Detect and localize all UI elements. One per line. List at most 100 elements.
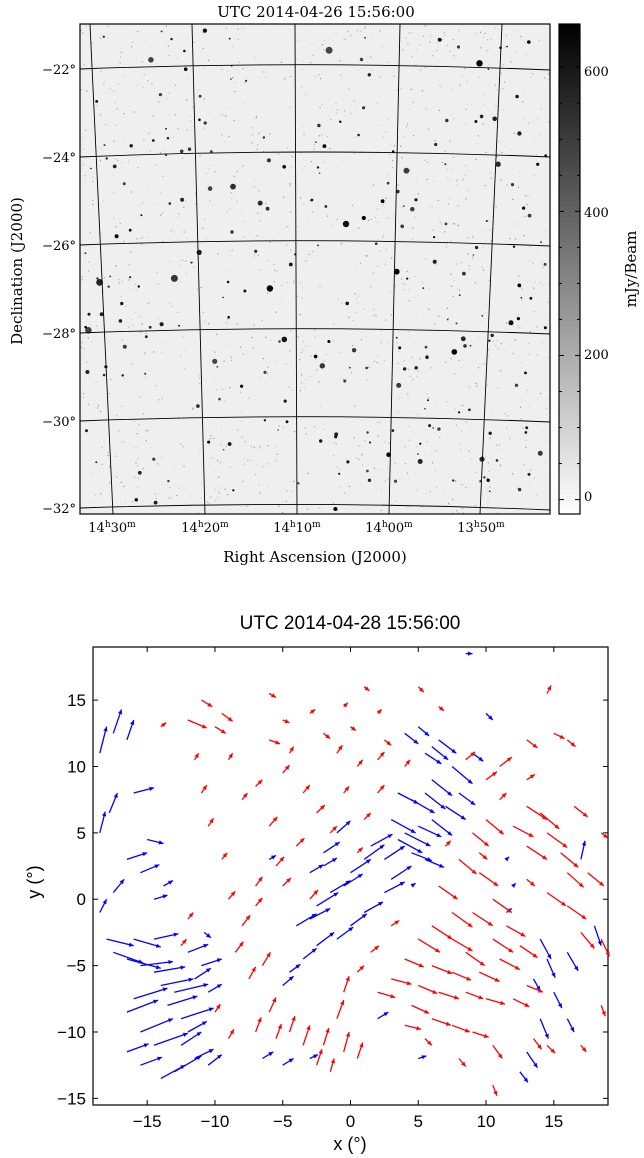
noise-speck bbox=[312, 250, 314, 253]
noise-speck bbox=[229, 466, 231, 468]
noise-speck bbox=[124, 501, 126, 503]
noise-speck bbox=[419, 358, 421, 360]
noise-speck bbox=[100, 493, 102, 495]
noise-speck bbox=[507, 415, 509, 417]
noise-speck bbox=[444, 34, 446, 36]
noise-speck bbox=[251, 400, 253, 402]
radio-source bbox=[400, 224, 405, 229]
x-tick-label: 0 bbox=[346, 1112, 355, 1131]
vector-arrows bbox=[99, 651, 610, 1096]
red-vector-arrow bbox=[282, 719, 290, 724]
noise-speck bbox=[231, 444, 234, 446]
noise-speck bbox=[520, 286, 522, 288]
radio-source bbox=[476, 60, 483, 67]
y-tick-label: 0 bbox=[77, 890, 86, 909]
red-vector-arrow bbox=[465, 951, 486, 967]
red-vector-arrow bbox=[180, 938, 188, 947]
noise-speck bbox=[164, 150, 166, 152]
red-vector-arrow bbox=[187, 719, 208, 729]
radio-source bbox=[475, 245, 479, 250]
noise-speck bbox=[542, 285, 544, 287]
noise-speck bbox=[400, 87, 402, 90]
noise-speck bbox=[548, 121, 550, 124]
noise-speck bbox=[247, 459, 249, 462]
radio-source bbox=[486, 478, 490, 482]
noise-speck bbox=[186, 86, 188, 88]
noise-speck bbox=[358, 495, 360, 497]
noise-speck bbox=[288, 224, 290, 226]
noise-speck bbox=[216, 389, 218, 391]
blue-vector-arrow bbox=[99, 726, 108, 754]
noise-speck bbox=[493, 476, 495, 478]
noise-speck bbox=[340, 243, 342, 246]
noise-speck bbox=[282, 451, 284, 453]
noise-speck bbox=[432, 462, 434, 464]
radio-source bbox=[168, 202, 172, 205]
noise-speck bbox=[116, 108, 118, 110]
noise-speck bbox=[372, 122, 374, 124]
radio-source bbox=[403, 167, 410, 174]
noise-speck bbox=[518, 275, 520, 277]
red-vector-arrow bbox=[234, 941, 244, 953]
noise-speck bbox=[506, 427, 508, 429]
noise-speck bbox=[419, 44, 422, 46]
noise-speck bbox=[265, 409, 267, 411]
noise-speck bbox=[518, 31, 520, 33]
y-tick-label: 10 bbox=[67, 757, 86, 776]
noise-speck bbox=[137, 167, 139, 169]
noise-speck bbox=[520, 418, 522, 420]
radio-source bbox=[456, 45, 461, 49]
noise-speck bbox=[428, 308, 430, 310]
red-vector-arrow bbox=[560, 852, 579, 868]
noise-speck bbox=[214, 171, 216, 173]
noise-speck bbox=[134, 283, 136, 285]
noise-speck bbox=[319, 463, 321, 465]
red-vector-arrow bbox=[479, 971, 500, 983]
noise-speck bbox=[403, 136, 405, 138]
noise-speck bbox=[490, 172, 492, 174]
blue-vector-arrow bbox=[160, 977, 194, 987]
noise-speck bbox=[429, 491, 431, 493]
blue-vector-arrow bbox=[445, 805, 467, 821]
blue-vector-arrow bbox=[418, 1055, 427, 1060]
noise-speck bbox=[221, 134, 223, 136]
noise-speck bbox=[548, 193, 550, 195]
noise-speck bbox=[158, 399, 160, 401]
noise-speck bbox=[183, 231, 185, 233]
red-vector-arrow bbox=[214, 726, 227, 734]
red-vector-arrow bbox=[465, 991, 484, 1000]
noise-speck bbox=[372, 184, 375, 186]
noise-speck bbox=[523, 235, 525, 237]
noise-speck bbox=[148, 236, 150, 238]
radio-source bbox=[196, 249, 202, 255]
red-vector-arrow bbox=[356, 847, 364, 854]
noise-speck bbox=[242, 480, 244, 482]
noise-speck bbox=[350, 104, 352, 106]
noise-speck bbox=[413, 483, 416, 485]
blue-vector-arrow bbox=[112, 878, 125, 894]
noise-speck bbox=[385, 319, 387, 321]
noise-speck bbox=[218, 378, 220, 380]
noise-speck bbox=[525, 195, 527, 197]
noise-speck bbox=[376, 265, 378, 267]
noise-speck bbox=[335, 32, 337, 34]
noise-speck bbox=[485, 304, 487, 306]
noise-speck bbox=[513, 281, 515, 283]
red-vector-arrow bbox=[526, 878, 536, 887]
noise-speck bbox=[216, 496, 219, 498]
noise-speck bbox=[408, 331, 410, 333]
radio-source bbox=[230, 230, 234, 234]
noise-speck bbox=[113, 192, 115, 194]
noise-speck bbox=[253, 394, 256, 397]
noise-speck bbox=[229, 386, 231, 389]
x-tick-label: 5 bbox=[414, 1112, 423, 1131]
noise-speck bbox=[210, 435, 212, 437]
radio-source bbox=[202, 28, 207, 33]
noise-speck bbox=[391, 167, 394, 169]
noise-speck bbox=[103, 83, 105, 85]
noise-speck bbox=[121, 405, 123, 407]
radio-source bbox=[120, 301, 124, 306]
noise-speck bbox=[482, 36, 484, 38]
radio-source bbox=[410, 207, 415, 212]
radio-source bbox=[128, 228, 132, 232]
